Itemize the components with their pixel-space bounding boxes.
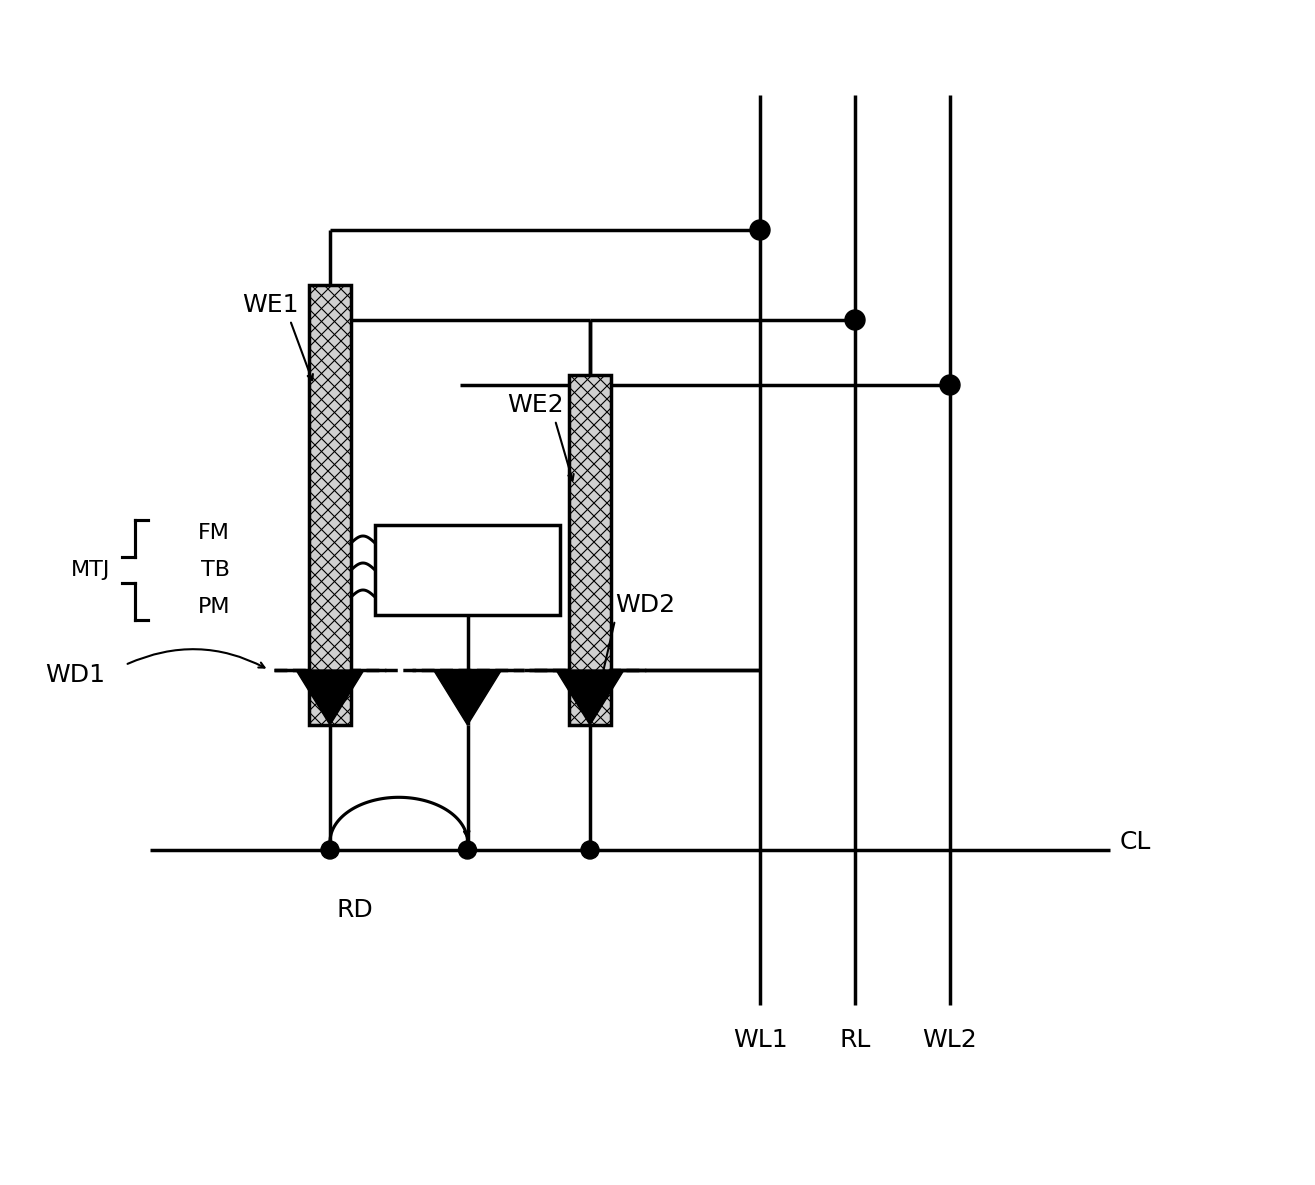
Text: WD2: WD2 — [615, 592, 675, 617]
Circle shape — [321, 841, 339, 859]
Polygon shape — [296, 670, 364, 725]
Text: FM: FM — [199, 523, 230, 543]
Text: WL1: WL1 — [732, 1029, 788, 1052]
Text: RL: RL — [839, 1029, 871, 1052]
Text: WE2: WE2 — [506, 393, 563, 417]
Circle shape — [846, 310, 865, 329]
Circle shape — [940, 374, 960, 395]
Bar — [375, 525, 560, 615]
Text: MTJ: MTJ — [71, 561, 110, 579]
Bar — [309, 286, 351, 725]
Text: WL2: WL2 — [923, 1029, 977, 1052]
Text: PM: PM — [197, 597, 230, 617]
Polygon shape — [434, 670, 501, 725]
Text: CL: CL — [1120, 830, 1152, 854]
Bar — [569, 374, 611, 725]
Circle shape — [581, 841, 600, 859]
Polygon shape — [556, 670, 625, 725]
Text: RD: RD — [337, 898, 373, 922]
Circle shape — [459, 841, 476, 859]
Circle shape — [750, 220, 771, 241]
Text: TB: TB — [201, 561, 230, 579]
Text: WE1: WE1 — [242, 293, 299, 318]
Text: WD1: WD1 — [45, 662, 105, 687]
